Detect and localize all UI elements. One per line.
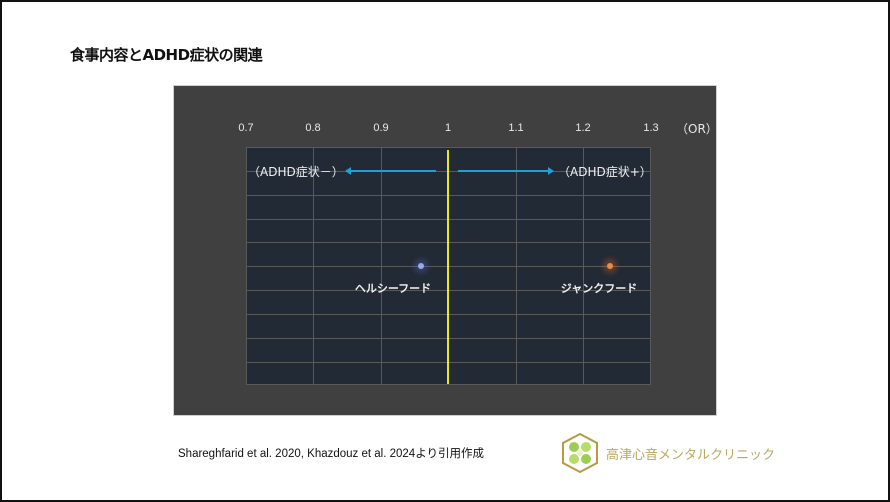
clinic-logo-icon <box>560 432 600 474</box>
x-tick-label: 1.1 <box>508 122 524 134</box>
arrow-left-line <box>350 170 436 172</box>
point-label-healthy-food: ヘルシーフード <box>354 282 432 295</box>
direction-label-negative: （ADHD症状－） <box>248 165 344 179</box>
arrow-right-line <box>458 170 548 172</box>
x-tick-label: 1 <box>444 122 452 134</box>
data-point-healthy-food <box>418 263 424 269</box>
slide-title: 食事内容とADHD症状の関連 <box>70 46 263 64</box>
x-tick-label: 0.8 <box>305 122 321 134</box>
arrow-left-icon <box>345 167 351 175</box>
x-tick-label: 0.7 <box>238 122 254 134</box>
data-point-junk-food <box>607 263 613 269</box>
point-label-junk-food: ジャンクフード <box>560 282 638 295</box>
clinic-name: 高津心音メンタルクリニック <box>606 448 776 463</box>
direction-label-positive: （ADHD症状+） <box>558 165 652 179</box>
x-tick-label: 0.9 <box>373 122 389 134</box>
axis-unit-label: （OR） <box>676 122 718 136</box>
x-tick-label: 1.3 <box>643 122 659 134</box>
source-citation: Shareghfarid et al. 2020, Khazdouz et al… <box>178 448 484 460</box>
reference-line-or-1 <box>447 150 449 384</box>
x-tick-label: 1.2 <box>575 122 591 134</box>
arrow-right-icon <box>548 167 554 175</box>
